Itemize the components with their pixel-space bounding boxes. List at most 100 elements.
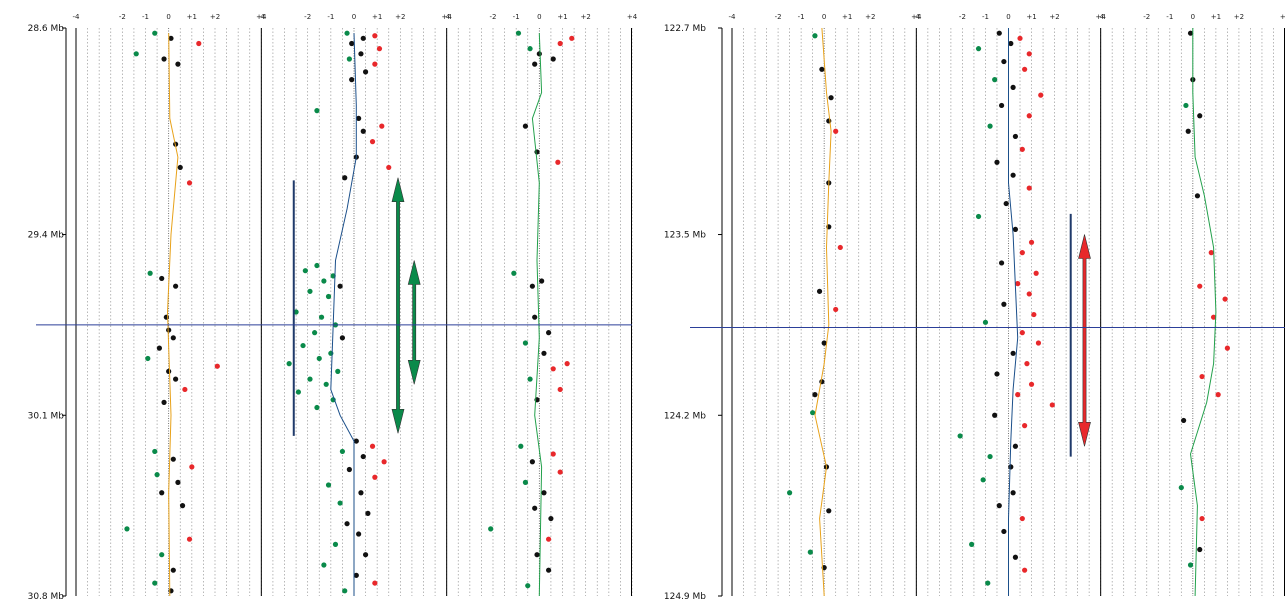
left-chromosome-panel: 28.6 Mb 29.4 Mb 30.1 Mb 30.8 Mb -4 -2 -1 0 +1 +2 +… — [28, 13, 638, 602]
data-point-neutral — [159, 490, 165, 496]
track-tick-label: -2 — [775, 13, 782, 21]
data-point-loss — [980, 477, 986, 483]
track-tick-label: +4 — [1280, 13, 1285, 21]
track-tick-label: +1 — [842, 13, 852, 21]
data-point-loss — [323, 381, 329, 387]
data-point-gain — [1028, 239, 1035, 245]
data-point-neutral — [529, 283, 535, 289]
data-point-gain — [369, 139, 376, 145]
data-point-loss — [314, 404, 320, 411]
data-point-loss — [321, 562, 327, 568]
data-point-neutral — [532, 505, 538, 511]
data-point-neutral — [349, 40, 355, 47]
data-point-neutral — [819, 379, 825, 385]
track-tick-label: -2 — [1143, 13, 1150, 21]
data-point-neutral — [529, 459, 535, 465]
data-point-gain — [1019, 146, 1025, 152]
data-point-neutral — [358, 51, 364, 57]
track-1: -4 -2 -1 0 +1 +2 +4 — [73, 13, 267, 597]
genome-tick-label: 30.8 Mb — [28, 592, 65, 602]
data-point-neutral — [365, 510, 371, 516]
track-tick-label: -2 — [959, 13, 966, 21]
data-point-neutral — [998, 260, 1005, 266]
data-point-neutral — [996, 30, 1002, 36]
data-point-neutral — [173, 376, 179, 382]
data-point-loss — [316, 355, 322, 362]
data-point-gain — [372, 474, 378, 480]
data-point-neutral — [168, 35, 174, 41]
track-tick-label: +4 — [442, 13, 453, 21]
data-point-loss — [992, 77, 998, 83]
track-tick-label: +1 — [372, 13, 382, 21]
genome-tick-label: 124.2 Mb — [664, 411, 706, 421]
data-point-neutral — [1197, 546, 1203, 553]
data-point-neutral — [994, 371, 1000, 377]
data-point-loss — [807, 549, 813, 555]
track-tick-label: +4 — [627, 13, 638, 21]
data-point-neutral — [349, 77, 355, 83]
data-point-neutral — [532, 61, 538, 67]
data-point-loss — [302, 268, 308, 274]
data-point-gain — [1215, 392, 1221, 398]
data-point-neutral — [536, 51, 542, 57]
genome-tick-label: 28.6 Mb — [28, 24, 65, 34]
data-point-neutral — [819, 66, 825, 72]
data-point-gain — [1224, 345, 1230, 351]
data-point-gain — [1199, 515, 1205, 522]
data-point-loss — [321, 278, 327, 284]
genome-tick-label: 123.5 Mb — [664, 231, 706, 241]
data-point-loss — [325, 293, 332, 300]
data-point-gain — [1024, 361, 1030, 367]
data-point-neutral — [1001, 528, 1007, 535]
data-point-neutral — [996, 503, 1002, 509]
data-point-gain — [1019, 330, 1025, 336]
track-tick-label: +2 — [395, 13, 405, 21]
track-tick-label: -1 — [798, 13, 805, 21]
data-point-neutral — [821, 340, 827, 346]
data-point-loss — [511, 270, 517, 276]
data-point-loss — [152, 30, 158, 36]
data-point-loss — [518, 443, 524, 449]
data-point-neutral — [541, 490, 547, 496]
data-point-gain — [1035, 340, 1042, 346]
data-point-neutral — [1012, 554, 1019, 560]
track-tick-label: -2 — [304, 13, 311, 21]
region-arrow — [391, 177, 405, 434]
data-point-gain — [1015, 392, 1021, 398]
data-point-loss — [488, 526, 494, 532]
right-chromosome-panel: 122.7 Mb 123.5 Mb 124.2 Mb 124.9 Mb -4 -2 -1 0 +… — [664, 13, 1285, 602]
data-point-loss — [335, 368, 341, 374]
track-tick-label: +1 — [1026, 13, 1036, 21]
data-point-neutral — [998, 102, 1005, 109]
data-point-loss — [133, 51, 139, 57]
track-tick-label: +4 — [911, 13, 922, 21]
data-point-loss — [342, 588, 348, 594]
data-point-neutral — [541, 350, 547, 356]
data-point-gain — [833, 128, 839, 134]
track-2: -4 -2 -1 0 +1 +2 +4 — [913, 13, 1106, 596]
track-tick-label: -4 — [443, 13, 451, 21]
data-point-gain — [1033, 270, 1039, 276]
data-point-gain — [833, 306, 839, 313]
data-point-neutral — [532, 314, 538, 320]
data-point-gain — [1026, 113, 1032, 119]
data-point-neutral — [1010, 490, 1016, 496]
data-point-neutral — [546, 567, 552, 573]
data-point-gain — [1026, 291, 1032, 297]
data-point-neutral — [161, 56, 167, 62]
data-point-loss — [124, 526, 130, 532]
data-point-loss — [975, 213, 982, 220]
data-point-loss — [985, 580, 991, 586]
data-point-gain — [196, 40, 202, 47]
data-point-gain — [1028, 381, 1035, 387]
data-point-neutral — [1187, 30, 1194, 36]
data-point-neutral — [1012, 226, 1019, 232]
data-point-loss — [787, 490, 793, 496]
data-point-neutral — [166, 327, 172, 333]
data-point-gain — [372, 61, 378, 67]
data-point-loss — [1178, 484, 1184, 491]
data-point-loss — [307, 376, 313, 382]
data-point-neutral — [344, 521, 350, 527]
data-point-neutral — [170, 335, 176, 341]
data-point-gain — [557, 469, 563, 475]
